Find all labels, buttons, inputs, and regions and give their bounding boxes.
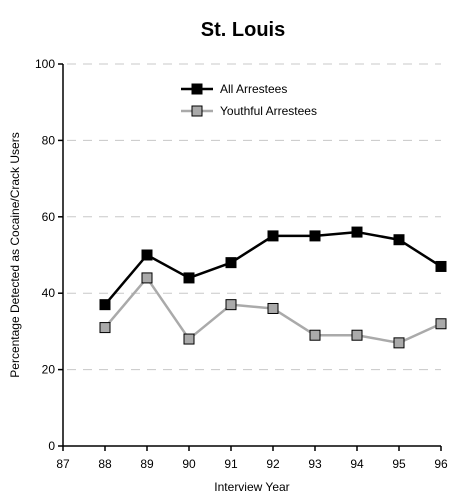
y-tick-label: 100: [35, 57, 55, 71]
data-point-marker: [99, 299, 111, 311]
data-point-marker: [435, 260, 447, 272]
x-tick-label: 95: [392, 457, 406, 471]
data-point-marker: [351, 226, 363, 238]
data-point-marker: [141, 249, 153, 261]
data-point-marker: [183, 333, 195, 345]
legend-label: All Arrestees: [220, 82, 287, 96]
legend-marker: [191, 105, 203, 117]
x-tick-label: 94: [350, 457, 364, 471]
data-point-marker: [309, 230, 321, 242]
x-axis-label: Interview Year: [214, 480, 289, 494]
legend-label: Youthful Arrestees: [220, 104, 317, 118]
legend-marker: [191, 83, 203, 95]
data-point-marker: [225, 299, 237, 311]
x-tick-label: 89: [140, 457, 154, 471]
y-tick-label: 60: [42, 210, 56, 224]
y-tick-label: 0: [48, 439, 55, 453]
x-tick-label: 90: [182, 457, 196, 471]
data-point-marker: [393, 234, 405, 246]
data-point-marker: [393, 337, 405, 349]
y-tick-label: 20: [42, 363, 56, 377]
grid-lines: [67, 63, 441, 371]
y-tick-label: 80: [42, 133, 56, 147]
data-point-marker: [351, 329, 363, 341]
series-group: [99, 226, 447, 349]
chart-title: St. Louis: [201, 19, 285, 41]
x-tick-label: 92: [266, 457, 280, 471]
data-point-marker: [141, 272, 153, 284]
y-tick-label: 40: [42, 286, 56, 300]
x-tick-label: 91: [224, 457, 238, 471]
x-tick-label: 87: [56, 457, 70, 471]
data-point-marker: [267, 302, 279, 314]
data-point-marker: [99, 322, 111, 334]
x-tick-label: 93: [308, 457, 322, 471]
series-line: [104, 230, 442, 306]
y-axis-label: Percentage Detected as Cocaine/Crack Use…: [8, 132, 22, 377]
data-point-marker: [435, 318, 447, 330]
data-point-marker: [183, 272, 195, 284]
data-point-marker: [309, 329, 321, 341]
x-ticks: 87 88 89 90 91 92 93 94 95 96: [56, 446, 448, 471]
axes: [62, 64, 441, 447]
y-ticks: 0 20 40 60 80 100: [35, 57, 63, 453]
data-point-marker: [225, 257, 237, 269]
x-tick-label: 96: [434, 457, 448, 471]
x-tick-label: 88: [98, 457, 112, 471]
data-point-marker: [267, 230, 279, 242]
legend: All Arrestees Youthful Arrestees: [181, 82, 317, 118]
